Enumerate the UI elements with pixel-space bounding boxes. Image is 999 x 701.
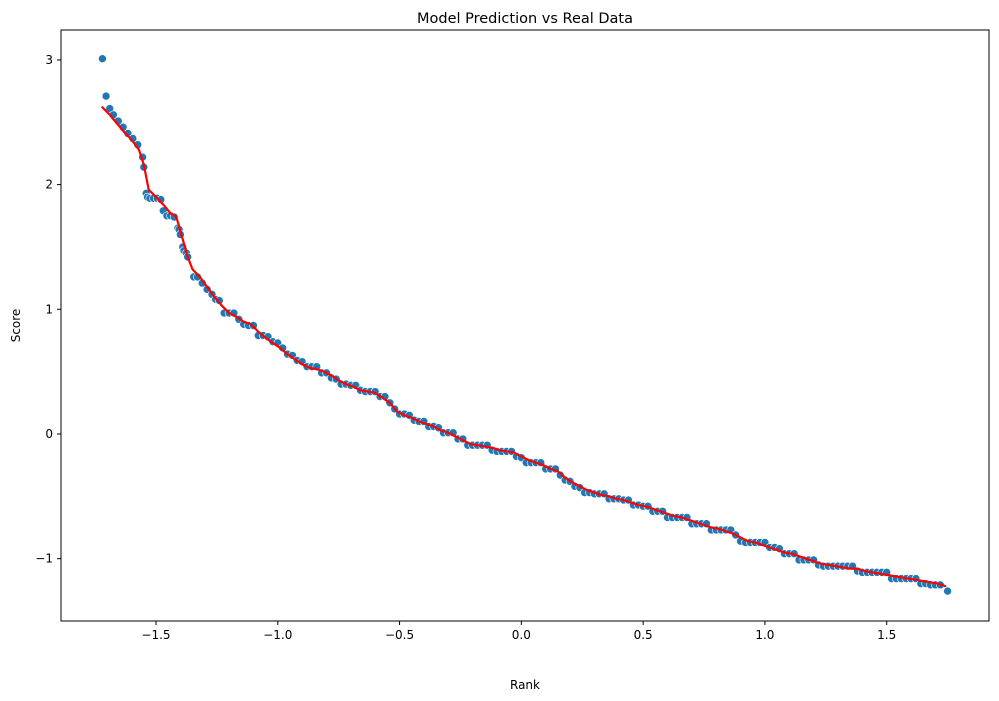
- y-tick-label: 3: [45, 53, 53, 67]
- series-line: [101, 106, 947, 588]
- x-tick-label: −1.5: [141, 628, 170, 642]
- x-tick-label: 1.5: [877, 628, 896, 642]
- plot-area: [98, 54, 952, 596]
- chart-title: Model Prediction vs Real Data: [417, 11, 633, 27]
- prediction-line: [101, 106, 947, 588]
- x-tick-label: −1.0: [263, 628, 292, 642]
- y-axis: −1 0 1 2 3: [35, 53, 61, 566]
- x-tick-label: 0.5: [634, 628, 653, 642]
- data-point: [943, 586, 952, 596]
- y-axis-label: Score: [9, 309, 23, 343]
- data-point: [98, 54, 107, 63]
- y-tick-label: 2: [45, 178, 53, 192]
- plot-frame: [60, 29, 990, 622]
- x-tick-label: 1.0: [755, 628, 774, 642]
- x-tick-label: 0.0: [512, 628, 531, 642]
- data-point: [101, 91, 111, 101]
- y-tick-label: −1: [35, 552, 53, 566]
- y-tick-label: 0: [45, 427, 53, 441]
- x-axis: −1.5 −1.0 −0.5 0.0 0.5 1.0 1.5: [141, 621, 896, 642]
- x-axis-label: Rank: [510, 678, 540, 692]
- y-tick-label: 1: [45, 302, 53, 316]
- x-tick-label: −0.5: [385, 628, 414, 642]
